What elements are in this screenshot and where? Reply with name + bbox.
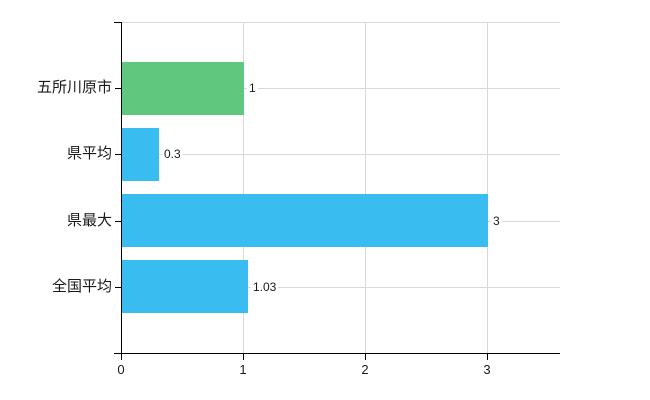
v-gridline — [243, 22, 244, 353]
bar — [122, 260, 248, 313]
plot-top-border — [121, 22, 560, 23]
category-tick — [115, 221, 121, 222]
x-tick — [487, 353, 488, 360]
h-gridline — [121, 287, 560, 288]
category-tick — [115, 287, 121, 288]
bar-value-label: 0.3 — [162, 147, 183, 161]
category-tick — [115, 88, 121, 89]
category-label: 五所川原市 — [36, 79, 112, 96]
y-axis-top-tick — [114, 22, 121, 23]
x-tick-label: 2 — [361, 362, 369, 377]
category-tick — [115, 154, 121, 155]
x-tick-label: 3 — [483, 362, 491, 377]
h-gridline — [121, 154, 560, 155]
x-tick-label: 0 — [117, 362, 125, 377]
x-tick — [365, 353, 366, 360]
x-tick — [121, 353, 122, 360]
bar-value-label: 1.03 — [251, 280, 279, 294]
x-axis-line — [114, 353, 560, 354]
x-tick — [243, 353, 244, 360]
h-gridline — [121, 88, 560, 89]
category-label: 県最大 — [66, 212, 112, 229]
x-tick-label: 1 — [239, 362, 247, 377]
v-gridline — [487, 22, 488, 353]
bar-value-label: 1 — [247, 81, 258, 95]
bar — [122, 62, 244, 115]
bar-value-label: 3 — [491, 214, 502, 228]
y-axis-line — [121, 22, 122, 354]
bar — [122, 128, 159, 181]
v-gridline — [365, 22, 366, 353]
category-label: 県平均 — [66, 145, 112, 162]
bar — [122, 194, 488, 247]
category-label: 全国平均 — [51, 278, 112, 295]
